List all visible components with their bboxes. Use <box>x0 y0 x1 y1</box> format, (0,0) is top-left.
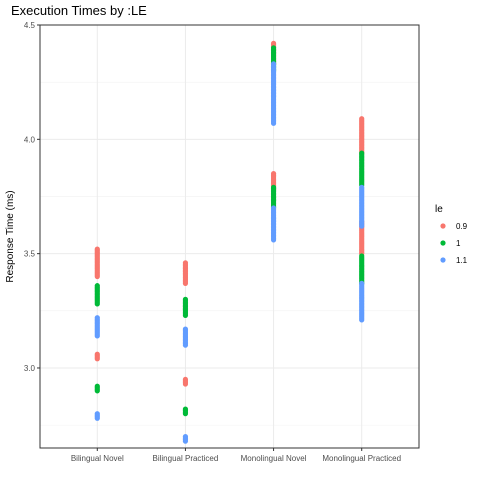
legend-title: le <box>435 204 443 215</box>
x-tick-label: Monolingual Novel <box>241 454 307 463</box>
x-axis: Bilingual Novel Bilingual Practiced Monoli… <box>71 448 401 463</box>
plot-panel <box>39 24 420 449</box>
legend-label: 0.9 <box>456 222 468 231</box>
minor-gridlines <box>40 81 419 426</box>
data-point <box>270 237 277 243</box>
data-points <box>94 40 365 444</box>
legend-key <box>440 223 446 229</box>
data-point <box>182 381 189 387</box>
data-point <box>94 356 100 362</box>
x-tick-label: Monolingual Practiced <box>322 454 401 463</box>
plot-border <box>39 24 420 449</box>
data-point <box>270 120 277 126</box>
y-axis-title: Response Time (ms) <box>5 190 16 282</box>
data-point <box>94 388 100 394</box>
legend: le 0.9 1 1.1 <box>435 204 468 265</box>
data-point <box>182 280 189 286</box>
data-point <box>182 312 189 318</box>
y-tick-label: 4.5 <box>24 21 36 30</box>
legend-key <box>440 257 446 263</box>
y-tick-label: 4.0 <box>24 135 36 144</box>
data-point <box>359 223 365 229</box>
data-point <box>182 411 189 417</box>
legend-key <box>440 240 446 246</box>
legend-label: 1 <box>456 239 461 248</box>
y-axis: 3.0 3.5 4.0 4.5 <box>24 21 40 373</box>
y-tick-label: 3.5 <box>24 250 36 259</box>
y-tick-label: 3.0 <box>24 364 36 373</box>
data-point <box>94 415 100 421</box>
data-point <box>182 342 189 348</box>
legend-label: 1.1 <box>456 256 468 265</box>
data-point <box>94 273 100 280</box>
x-tick-label: Bilingual Novel <box>71 454 124 463</box>
chart-title: Execution Times by :LE <box>11 3 147 18</box>
x-tick-label: Bilingual Practiced <box>153 454 219 463</box>
data-point <box>94 333 100 339</box>
data-point <box>94 301 100 307</box>
data-point <box>359 317 365 323</box>
data-point <box>182 438 189 444</box>
